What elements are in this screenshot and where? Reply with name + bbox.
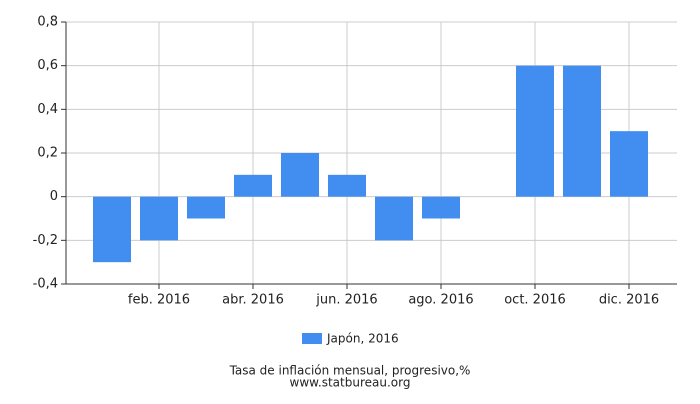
y-tick-label: 0,4 — [37, 102, 58, 117]
x-tick-label: feb. 2016 — [128, 293, 190, 308]
legend-label: Japón, 2016 — [326, 332, 399, 346]
y-tick-label: 0,8 — [37, 15, 58, 30]
x-tick-label: dic. 2016 — [599, 293, 659, 308]
legend-swatch — [302, 333, 322, 344]
x-tick-label: oct. 2016 — [504, 293, 566, 308]
bar — [516, 65, 554, 197]
y-tick-label: 0 — [50, 189, 58, 204]
y-tick-label: 0,2 — [37, 146, 58, 161]
x-tick-label: abr. 2016 — [222, 293, 284, 308]
y-tick-label: -0,4 — [33, 277, 58, 292]
y-tick-label: 0,6 — [37, 58, 58, 73]
bar — [234, 174, 272, 197]
bar — [187, 196, 225, 219]
bar — [610, 131, 648, 197]
bar — [281, 153, 319, 197]
x-tick-label: jun. 2016 — [315, 293, 377, 308]
chart-subtitle: www.statbureau.org — [290, 376, 411, 390]
x-tick-label: ago. 2016 — [408, 293, 473, 308]
bar — [563, 65, 601, 197]
chart-title: Tasa de inflación mensual, progresivo,% — [229, 364, 471, 378]
bar — [422, 196, 460, 219]
bar — [328, 174, 366, 197]
y-tick-label: -0,2 — [33, 233, 58, 248]
bar — [140, 196, 178, 241]
bar — [93, 196, 131, 263]
bar — [375, 196, 413, 241]
